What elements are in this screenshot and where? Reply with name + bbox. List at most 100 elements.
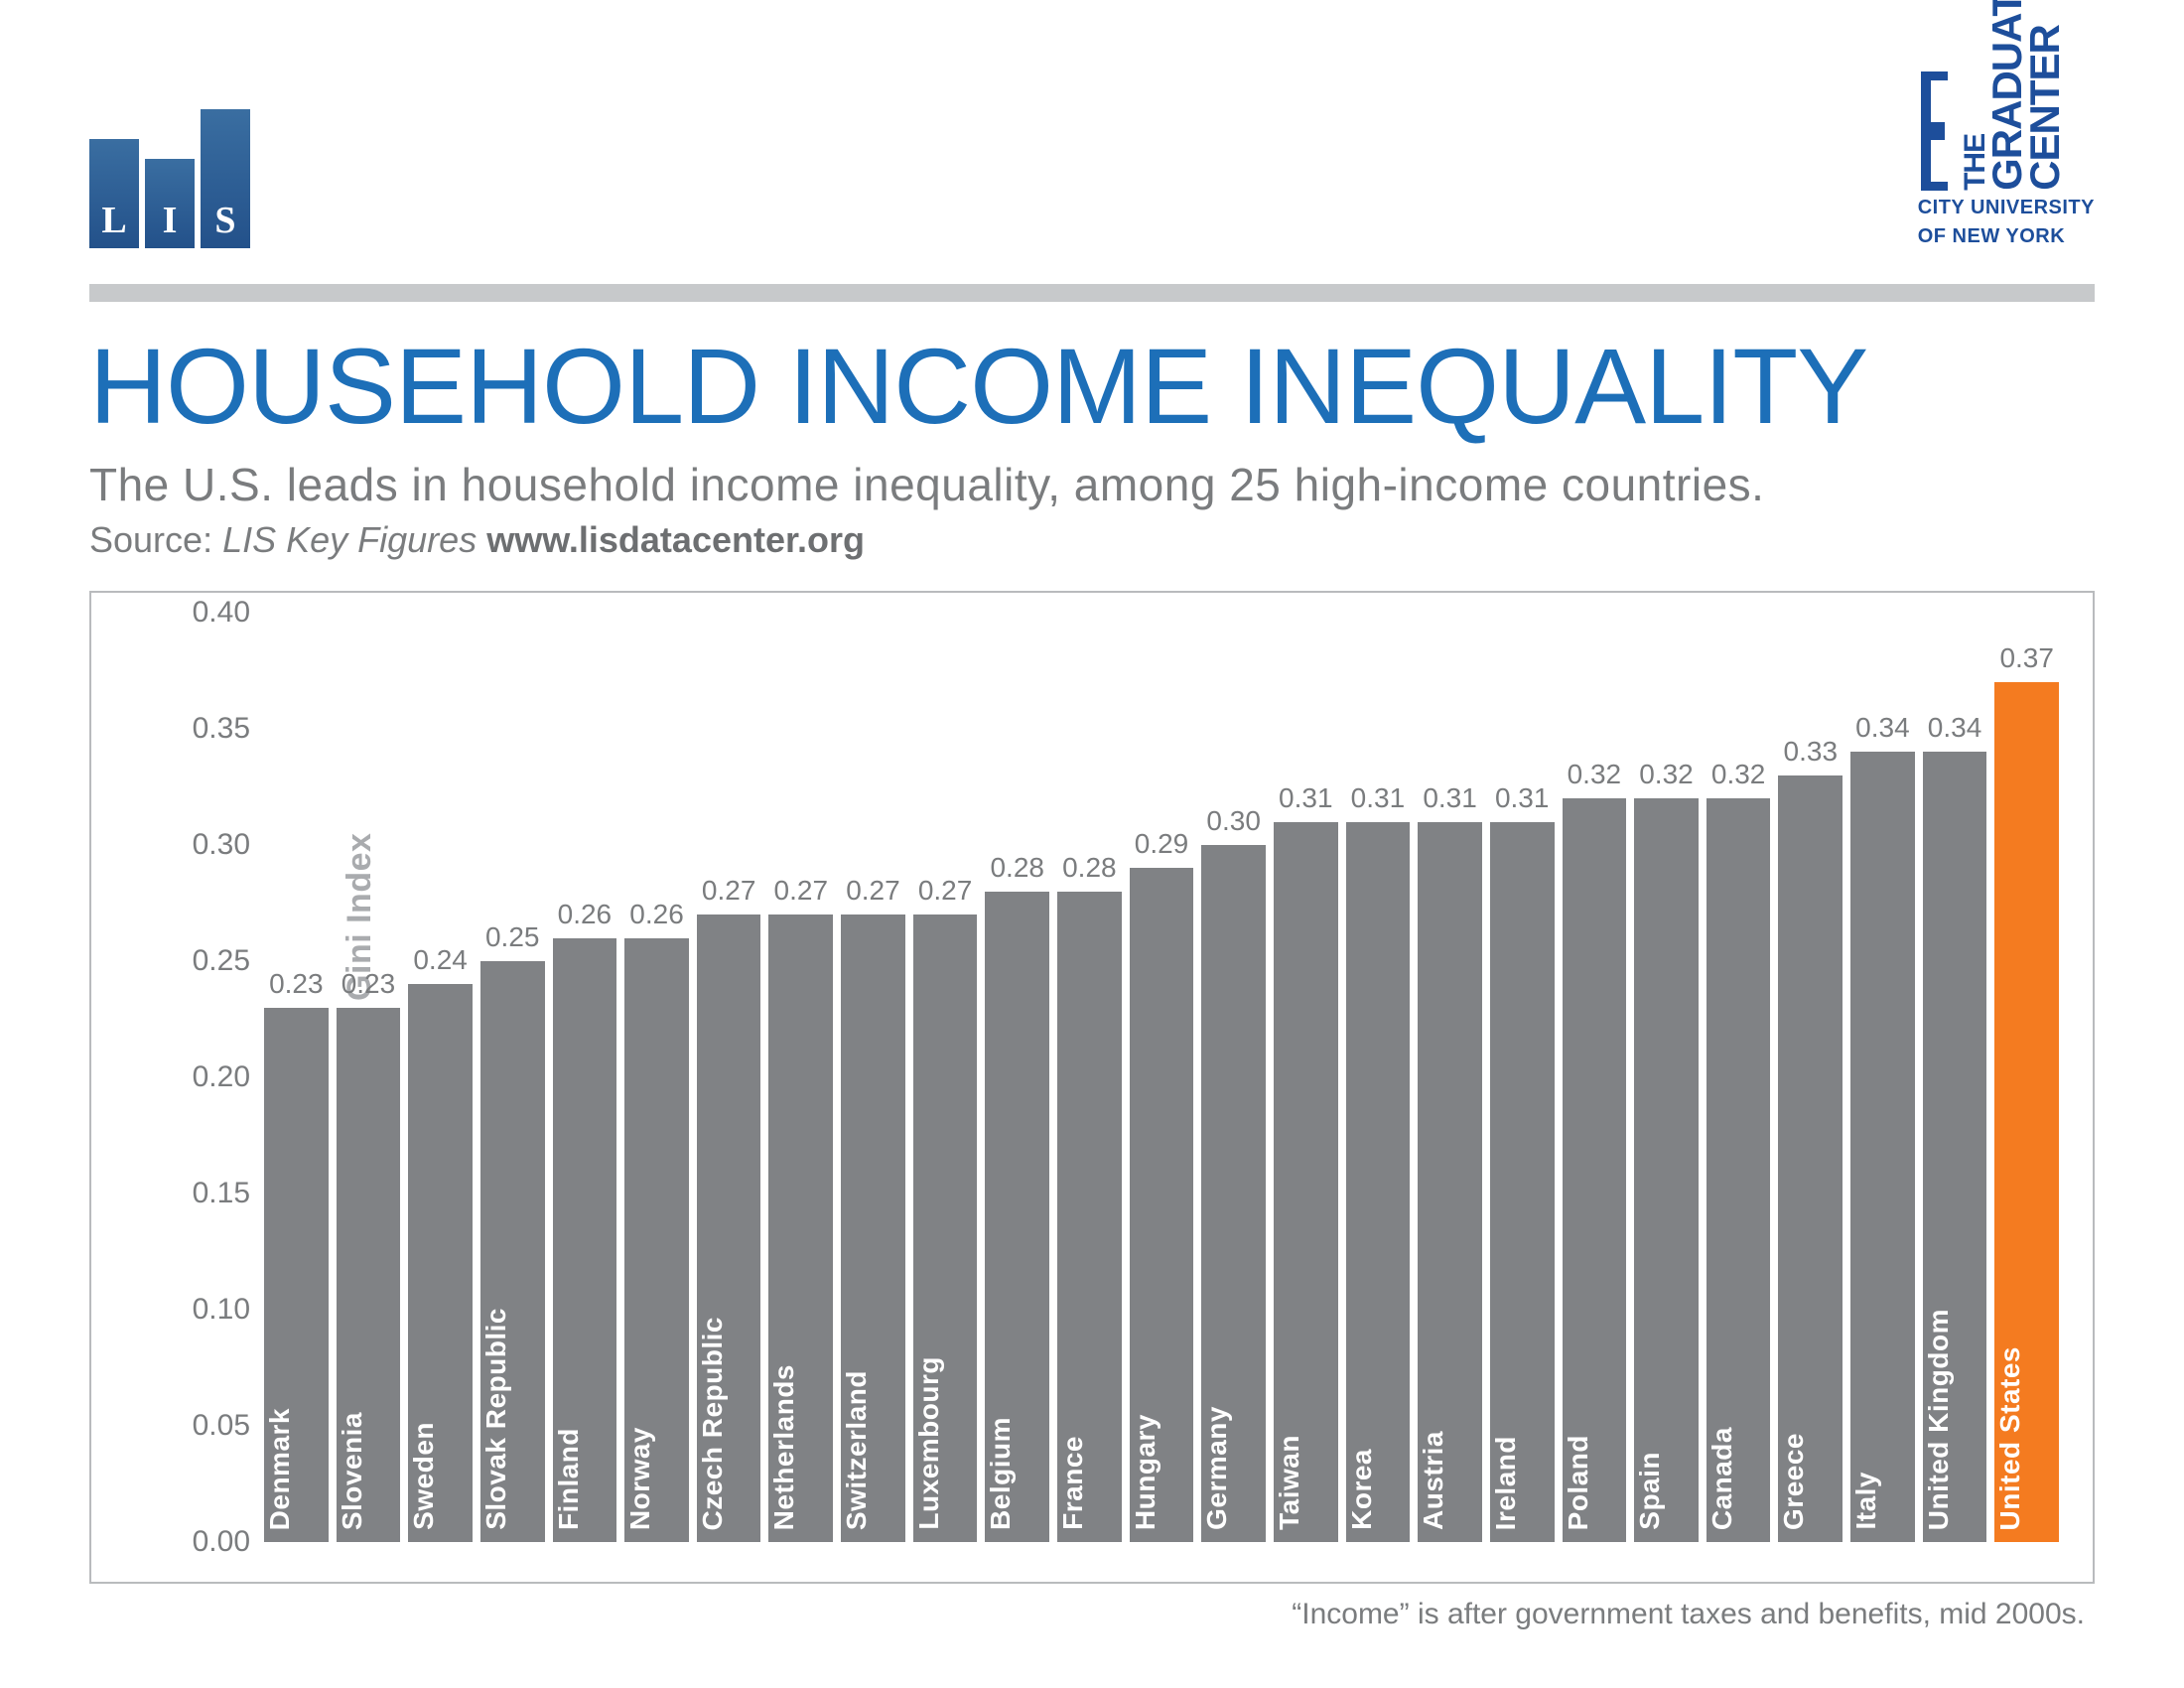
bar: 0.27Czech Republic — [697, 914, 761, 1542]
bar: 0.23Slovenia — [337, 1008, 401, 1542]
bar-value-label: 0.25 — [480, 921, 545, 953]
bar: 0.27Netherlands — [768, 914, 833, 1542]
bar-category-label: United Kingdom — [1923, 1309, 1987, 1530]
bar-slot: 0.31 Korea — [1342, 613, 1415, 1542]
bar-category-label: Netherlands — [768, 1364, 833, 1530]
bar: 0.27Luxembourg — [913, 914, 978, 1542]
bar-value-label: 0.32 — [1634, 759, 1699, 790]
bar: 0.32Canada — [1706, 798, 1771, 1542]
bar-category-label: France — [1057, 1436, 1122, 1530]
bar-category-label: Belgium — [985, 1417, 1049, 1530]
bar-value-label: 0.32 — [1563, 759, 1627, 790]
bar: 0.31Austria — [1418, 822, 1482, 1542]
graduate-center-logo: THE GRADUATE CENTER CITY UNIVERSITY OF N… — [1918, 0, 2095, 248]
bar-value-label: 0.37 — [1994, 642, 2059, 674]
lis-logo-letter: L — [89, 199, 139, 242]
bar-category-label: Slovenia — [337, 1412, 401, 1530]
bar-category-label: Germany — [1201, 1406, 1266, 1530]
bar-slot: 0.27Switzerland — [837, 613, 909, 1542]
bar-slot: 0.37 United States — [1990, 613, 2063, 1542]
bar: 0.31Korea — [1346, 822, 1411, 1542]
bar: 0.27Switzerland — [841, 914, 905, 1542]
y-tick-label: 0.40 — [191, 596, 250, 630]
bar-value-label: 0.31 — [1274, 782, 1338, 814]
bar-category-label: Taiwan — [1274, 1435, 1338, 1530]
y-tick-label: 0.35 — [191, 712, 250, 746]
bar: 0.28France — [1057, 892, 1122, 1542]
bar-slot: 0.24Sweden — [404, 613, 477, 1542]
bar-value-label: 0.27 — [913, 875, 978, 907]
bar-category-label: Hungary — [1130, 1414, 1194, 1530]
bar: 0.24Sweden — [408, 984, 473, 1542]
bar-slot: 0.30 Germany — [1197, 613, 1270, 1542]
lis-logo-bar: L — [89, 139, 139, 248]
chart-container: Inequality Indicator: Gini Index 0.23Den… — [89, 591, 2095, 1584]
bar-slot: 0.32Canada — [1703, 613, 1775, 1542]
bar-category-label: Korea — [1346, 1449, 1411, 1530]
source-url: www.lisdatacenter.org — [486, 519, 865, 560]
bar: 0.26Norway — [624, 938, 689, 1542]
bar-value-label: 0.30 — [1201, 805, 1266, 837]
bar-slot: 0.26Finland — [549, 613, 621, 1542]
source-name: LIS Key Figures — [222, 519, 477, 560]
header-divider — [89, 284, 2095, 302]
bar-slot: 0.32Spain — [1630, 613, 1703, 1542]
bar-category-label: Sweden — [408, 1422, 473, 1530]
y-tick-label: 0.10 — [191, 1293, 250, 1327]
lis-logo: L I S — [89, 109, 250, 248]
gc-word: CENTER — [2026, 0, 2064, 191]
bar-category-label: Denmark — [264, 1408, 329, 1530]
plot-area: 0.23Denmark0.23Slovenia0.24Sweden0.25Slo… — [260, 613, 2063, 1542]
bar-slot: 0.28Belgium — [981, 613, 1053, 1542]
bar-slot: 0.23 Denmark — [260, 613, 333, 1542]
bar-slot: 0.27 Luxembourg — [909, 613, 982, 1542]
bar: 0.29Hungary — [1130, 868, 1194, 1542]
gc-logo-text: THE GRADUATE CENTER — [1962, 0, 2064, 191]
bar: 0.31Ireland — [1490, 822, 1555, 1542]
y-tick-label: 0.00 — [191, 1525, 250, 1559]
bar: 0.33Greece — [1778, 775, 1843, 1542]
bar-value-label: 0.31 — [1346, 782, 1411, 814]
bar-category-label: Poland — [1563, 1435, 1627, 1530]
bar-category-label: Ireland — [1490, 1436, 1555, 1530]
y-tick-label: 0.25 — [191, 944, 250, 978]
bar-value-label: 0.28 — [1057, 852, 1122, 884]
bar-slot: 0.29Hungary — [1126, 613, 1198, 1542]
bar-slot: 0.31Austria — [1414, 613, 1486, 1542]
bar-value-label: 0.26 — [624, 899, 689, 930]
bar-value-label: 0.31 — [1490, 782, 1555, 814]
bar-category-label: Norway — [624, 1427, 689, 1530]
header: L I S THE GRADUATE CENTER CITY UNIVERSIT… — [89, 60, 2095, 248]
bar-category-label: Italy — [1850, 1472, 1915, 1530]
bar: 0.34United Kingdom — [1923, 752, 1987, 1542]
bar: 0.25Slovak Republic — [480, 961, 545, 1542]
bar-value-label: 0.27 — [697, 875, 761, 907]
bar-slot: 0.23 Slovenia — [333, 613, 405, 1542]
bar-slot: 0.27 Czech Republic — [693, 613, 765, 1542]
bar: 0.30Germany — [1201, 845, 1266, 1542]
lis-logo-letter: I — [145, 199, 195, 242]
bar-slot: 0.25 Slovak Republic — [477, 613, 549, 1542]
y-tick-label: 0.15 — [191, 1177, 250, 1210]
bar-value-label: 0.31 — [1418, 782, 1482, 814]
bar-category-label: Greece — [1778, 1433, 1843, 1530]
bar-category-label: Slovak Republic — [480, 1308, 545, 1530]
bar-value-label: 0.34 — [1850, 712, 1915, 744]
bar-category-label: United States — [1994, 1346, 2059, 1530]
source-prefix: Source: — [89, 519, 222, 560]
gc-sub-line: OF NEW YORK — [1918, 225, 2065, 248]
source-line: Source: LIS Key Figures www.lisdatacente… — [89, 519, 2095, 561]
bar: 0.32Poland — [1563, 798, 1627, 1542]
bars-group: 0.23Denmark0.23Slovenia0.24Sweden0.25Slo… — [260, 613, 2063, 1542]
bar-category-label: Czech Republic — [697, 1317, 761, 1530]
bar-category-label: Luxembourg — [913, 1356, 978, 1530]
bar-value-label: 0.23 — [264, 968, 329, 1000]
gc-bracket-icon — [1918, 71, 1952, 191]
bar-value-label: 0.26 — [553, 899, 617, 930]
page-title: HOUSEHOLD INCOME INEQUALITY — [89, 324, 2095, 448]
bar-value-label: 0.33 — [1778, 736, 1843, 768]
lis-logo-bar: I — [145, 159, 195, 248]
footnote: “Income” is after government taxes and b… — [89, 1598, 2095, 1631]
bar-value-label: 0.23 — [337, 968, 401, 1000]
bar-value-label: 0.27 — [768, 875, 833, 907]
